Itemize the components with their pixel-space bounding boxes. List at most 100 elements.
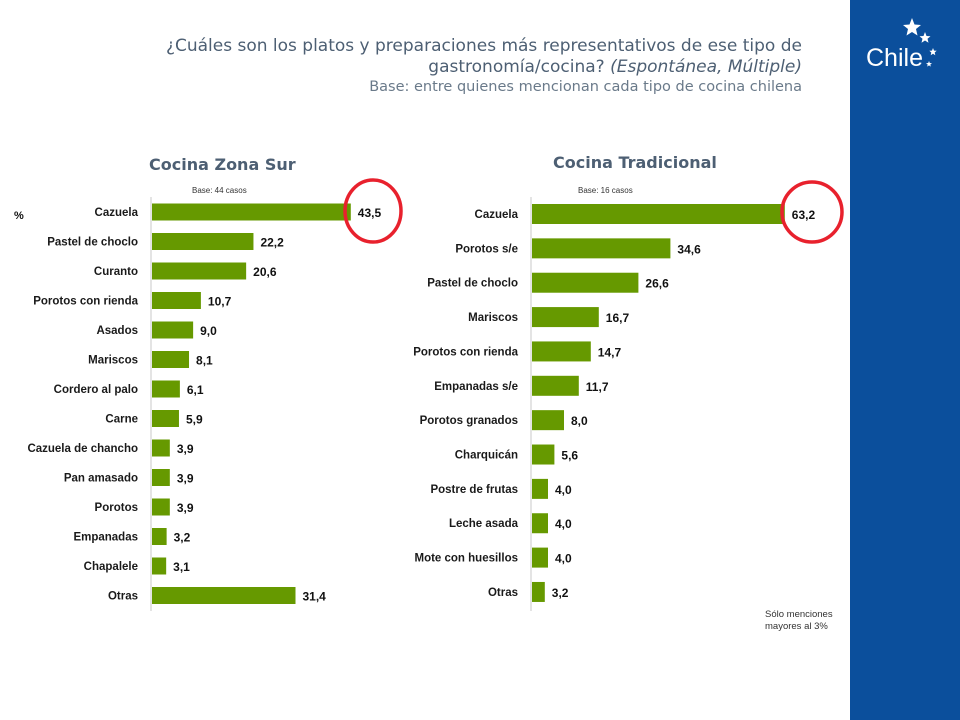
category-label-otras: Otras bbox=[488, 587, 518, 599]
value-label-otras: 3,2 bbox=[552, 586, 569, 600]
category-label-porotos-con-rienda: Porotos con rienda bbox=[33, 296, 138, 308]
category-label-cazuela: Cazuela bbox=[95, 207, 139, 219]
category-label-asados: Asados bbox=[96, 325, 138, 337]
value-label-cordero-al-palo: 6,1 bbox=[187, 383, 204, 397]
value-label-mote-con-huesillos: 4,0 bbox=[555, 552, 572, 566]
chart-sur-canvas: Cocina Zona Sur Base: 44 casos % Cazuela… bbox=[14, 155, 403, 611]
category-label-mariscos: Mariscos bbox=[468, 312, 518, 324]
value-label-curanto: 20,6 bbox=[253, 265, 277, 279]
question-text: ¿Cuáles son los platos y preparaciones m… bbox=[165, 36, 802, 77]
bar-porotos-s-e bbox=[532, 238, 671, 259]
bar-porotos-con-rienda bbox=[152, 292, 201, 309]
bar-mariscos bbox=[532, 307, 599, 328]
slide-header: ¿Cuáles son los platos y preparaciones m… bbox=[82, 36, 802, 97]
bar-leche-asada bbox=[532, 513, 548, 534]
category-label-mote-con-huesillos: Mote con huesillos bbox=[414, 553, 518, 565]
base-note: Base: 16 casos bbox=[578, 186, 633, 195]
category-label-cordero-al-palo: Cordero al palo bbox=[54, 384, 138, 396]
value-label-porotos-con-rienda: 14,7 bbox=[598, 345, 622, 359]
value-label-porotos-granados: 8,0 bbox=[571, 414, 588, 428]
bar-otras bbox=[532, 581, 545, 602]
category-label-postre-de-frutas: Postre de frutas bbox=[430, 484, 518, 496]
value-label-empanadas-s-e: 11,7 bbox=[586, 380, 609, 394]
category-label-pastel-de-choclo: Pastel de choclo bbox=[47, 237, 138, 249]
bar-mariscos bbox=[152, 351, 190, 368]
value-label-leche-asada: 4,0 bbox=[555, 517, 572, 531]
highlight-circle bbox=[780, 180, 844, 244]
star-cluster-icon bbox=[903, 18, 937, 67]
value-label-chapalele: 3,1 bbox=[173, 560, 190, 574]
slide-base-note: Base: entre quienes mencionan cada tipo … bbox=[369, 79, 802, 95]
chart-cocina-tradicional: Cocina Tradicional Base: 16 casos Cazuel… bbox=[413, 153, 844, 611]
value-label-cazuela: 43,5 bbox=[358, 206, 382, 220]
category-label-porotos-con-rienda: Porotos con rienda bbox=[413, 346, 518, 358]
category-label-porotos-granados: Porotos granados bbox=[420, 415, 518, 427]
chart-title: Cocina Zona Sur bbox=[149, 155, 296, 174]
highlight-circle bbox=[343, 178, 403, 244]
bar-otras bbox=[152, 587, 296, 604]
bar-asados bbox=[152, 321, 194, 339]
category-label-porotos-s-e: Porotos s/e bbox=[455, 243, 518, 255]
value-label-porotos: 3,9 bbox=[177, 501, 194, 515]
chart-cocina-zona-sur: Cocina Zona Sur Base: 44 casos % Cazuela… bbox=[0, 0, 403, 625]
slide-question: ¿Cuáles son los platos y preparaciones m… bbox=[82, 36, 802, 78]
category-label-carne: Carne bbox=[105, 414, 138, 426]
category-label-charquic-n: Charquicán bbox=[455, 450, 518, 462]
category-label-mariscos: Mariscos bbox=[88, 355, 138, 367]
value-label-mariscos: 8,1 bbox=[196, 354, 213, 368]
category-label-cazuela-de-chancho: Cazuela de chancho bbox=[27, 443, 138, 455]
chart-trad-canvas: Cocina Tradicional Base: 16 casos Cazuel… bbox=[413, 153, 844, 611]
value-label-otras: 31,4 bbox=[302, 590, 326, 604]
value-label-asados: 9,0 bbox=[200, 324, 217, 338]
bar-cazuela bbox=[152, 203, 351, 221]
bar-porotos-con-rienda bbox=[532, 341, 591, 362]
bar-chapalele bbox=[152, 557, 167, 575]
bars-group: Cazuela 43,5 Pastel de choclo 22,2 Curanto 20… bbox=[27, 203, 382, 604]
footnote: Sólo menciones mayores al 3% bbox=[765, 609, 833, 632]
bar-cazuela bbox=[532, 204, 785, 224]
bar-pan-amasado bbox=[152, 469, 170, 486]
value-label-porotos-s-e: 34,6 bbox=[677, 242, 701, 256]
bar-empanadas bbox=[152, 528, 167, 545]
category-label-pastel-de-choclo: Pastel de choclo bbox=[427, 278, 518, 290]
bar-carne bbox=[152, 410, 179, 427]
bar-postre-de-frutas bbox=[532, 478, 548, 499]
bar-mote-con-huesillos bbox=[532, 547, 548, 568]
value-label-carne: 5,9 bbox=[186, 413, 203, 427]
unit-label: % bbox=[14, 210, 24, 222]
value-label-porotos-con-rienda: 10,7 bbox=[208, 295, 232, 309]
value-label-postre-de-frutas: 4,0 bbox=[555, 483, 572, 497]
value-label-empanadas: 3,2 bbox=[174, 531, 191, 545]
bar-curanto bbox=[152, 262, 247, 280]
bar-empanadas-s-e bbox=[532, 375, 579, 396]
bar-charquic-n bbox=[532, 444, 555, 465]
category-label-porotos: Porotos bbox=[95, 502, 138, 514]
chart-title: Cocina Tradicional bbox=[553, 153, 717, 172]
bar-pastel-de-choclo bbox=[532, 272, 639, 293]
bar-pastel-de-choclo bbox=[152, 233, 254, 250]
value-label-mariscos: 16,7 bbox=[606, 311, 630, 325]
value-label-cazuela-de-chancho: 3,9 bbox=[177, 442, 194, 456]
category-label-empanadas: Empanadas bbox=[73, 532, 138, 544]
bar-porotos-granados bbox=[532, 410, 564, 431]
category-label-curanto: Curanto bbox=[94, 266, 138, 278]
value-label-charquic-n: 5,6 bbox=[561, 449, 578, 463]
base-note: Base: 44 casos bbox=[192, 186, 247, 195]
category-label-otras: Otras bbox=[108, 591, 138, 603]
bar-cordero-al-palo bbox=[152, 380, 180, 398]
value-label-cazuela: 63,2 bbox=[792, 208, 816, 222]
bar-cazuela-de-chancho bbox=[152, 439, 170, 457]
value-label-pan-amasado: 3,9 bbox=[177, 472, 194, 486]
brand-logo-text: Chile bbox=[866, 44, 923, 72]
category-label-cazuela: Cazuela bbox=[475, 209, 519, 221]
value-label-pastel-de-choclo: 22,2 bbox=[260, 236, 284, 250]
bar-porotos bbox=[152, 498, 170, 516]
category-label-leche-asada: Leche asada bbox=[449, 518, 519, 530]
bars-group: Cazuela 63,2 Porotos s/e 34,6 Pastel de choc… bbox=[413, 204, 815, 602]
category-label-empanadas-s-e: Empanadas s/e bbox=[434, 381, 518, 393]
value-label-pastel-de-choclo: 26,6 bbox=[645, 277, 669, 291]
category-label-pan-amasado: Pan amasado bbox=[64, 473, 138, 485]
question-qualifier: (Espontánea, Múltiple) bbox=[610, 57, 802, 77]
category-label-chapalele: Chapalele bbox=[84, 561, 138, 573]
brand-sidebar: Chile bbox=[850, 0, 960, 720]
